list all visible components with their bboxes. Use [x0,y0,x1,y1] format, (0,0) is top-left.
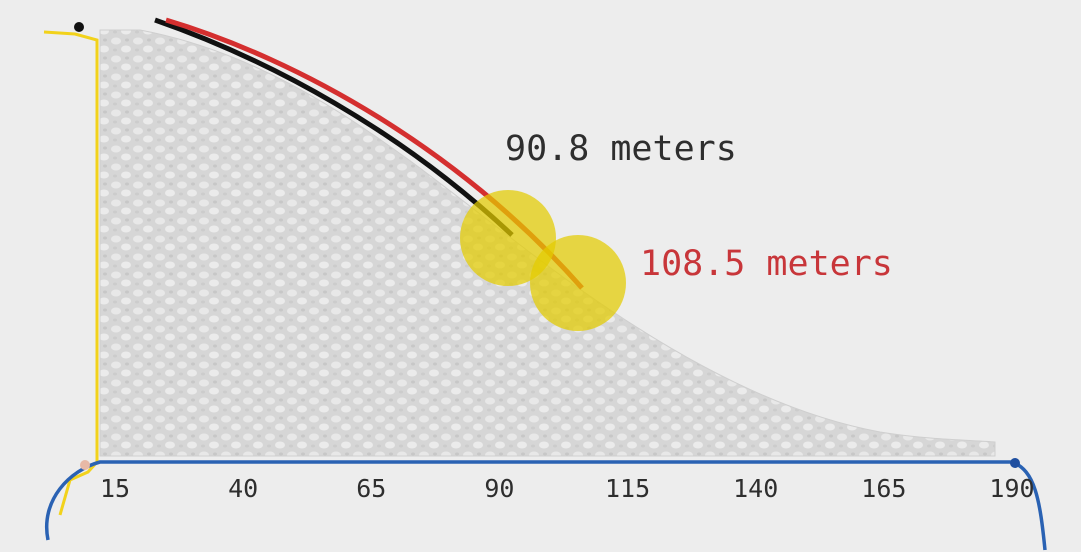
tick-label: 90 [484,474,514,503]
tick-label: 65 [356,474,386,503]
tick-label: 115 [605,474,650,503]
black-distance-label: 90.8 meters [505,129,737,169]
pin [80,460,90,470]
pin [74,22,84,32]
red-ball [530,235,626,331]
red-distance-label: 108.5 meters [640,244,893,284]
page: {"axis": {"ticks": [15, 40, 65, 90, 115,… [0,0,1081,552]
tick-label: 15 [100,474,130,503]
tick-label: 190 [989,474,1034,503]
tick-label: 165 [861,474,906,503]
scene: 90.8 meters 108.5 meters 15 40 65 90 115 140 1… [0,0,1081,552]
tick-label: 140 [733,474,778,503]
tick-label: 40 [228,474,258,503]
pin [1010,458,1020,468]
